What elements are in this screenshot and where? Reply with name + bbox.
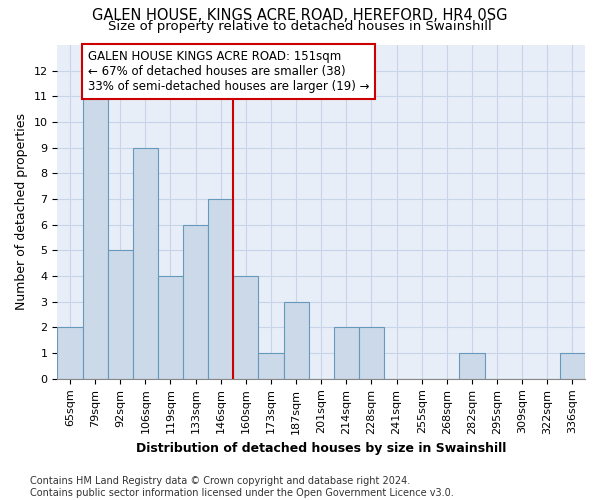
Bar <box>359 328 384 379</box>
Text: GALEN HOUSE KINGS ACRE ROAD: 151sqm
← 67% of detached houses are smaller (38)
33: GALEN HOUSE KINGS ACRE ROAD: 151sqm ← 67… <box>88 50 369 93</box>
Bar <box>183 224 208 379</box>
Bar <box>158 276 183 379</box>
Bar <box>259 353 284 379</box>
Bar <box>107 250 133 379</box>
Bar <box>233 276 259 379</box>
Bar <box>133 148 158 379</box>
Bar <box>58 328 83 379</box>
Bar <box>460 353 485 379</box>
X-axis label: Distribution of detached houses by size in Swainshill: Distribution of detached houses by size … <box>136 442 506 455</box>
Bar <box>83 96 107 379</box>
Bar <box>208 199 233 379</box>
Bar <box>284 302 308 379</box>
Bar <box>334 328 359 379</box>
Y-axis label: Number of detached properties: Number of detached properties <box>15 114 28 310</box>
Bar <box>560 353 585 379</box>
Text: GALEN HOUSE, KINGS ACRE ROAD, HEREFORD, HR4 0SG: GALEN HOUSE, KINGS ACRE ROAD, HEREFORD, … <box>92 8 508 22</box>
Text: Contains HM Land Registry data © Crown copyright and database right 2024.
Contai: Contains HM Land Registry data © Crown c… <box>30 476 454 498</box>
Text: Size of property relative to detached houses in Swainshill: Size of property relative to detached ho… <box>108 20 492 33</box>
